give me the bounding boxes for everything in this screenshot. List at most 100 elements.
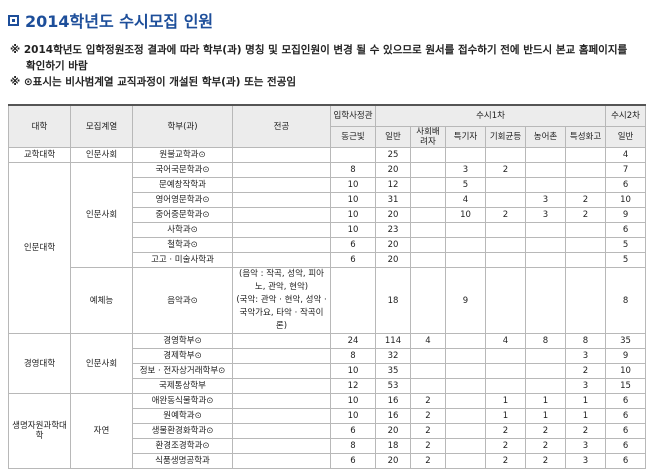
major: [232, 408, 331, 424]
quota: 2: [564, 192, 607, 208]
department: 환경조경학과⊙: [132, 438, 233, 454]
quota: 6: [605, 222, 647, 238]
department: 생물환경화학과⊙: [132, 423, 233, 439]
department: 경영학부⊙: [132, 333, 233, 349]
quota: 31: [375, 192, 411, 208]
quota: 5: [605, 237, 647, 253]
table-row: 문예창작학과 10 12 5 6: [9, 177, 647, 193]
quota: 20: [375, 252, 411, 268]
major: [232, 393, 331, 409]
quota: 2: [410, 438, 446, 454]
department: 철학과⊙: [132, 237, 233, 253]
quota: [445, 408, 486, 424]
quota: [445, 363, 486, 379]
column-header: 입학사정관: [330, 104, 376, 127]
quota: 1: [564, 408, 607, 424]
table-row: 경영대학 인문사회 경영학부⊙ 24 114 4 4 8 8 35: [8, 333, 647, 394]
quota: 3: [564, 438, 607, 454]
quota: 18: [375, 438, 411, 454]
quota: [445, 378, 486, 394]
quota: 8: [525, 333, 566, 349]
college: 교학대학: [8, 147, 71, 163]
quota: 8: [564, 333, 607, 349]
quota: [410, 267, 446, 334]
quota: 10: [605, 192, 647, 208]
table-row: 영어영문학과⊙ 10 31 4 3 2 10: [9, 192, 647, 208]
quota: 3: [525, 207, 566, 223]
quota: 9: [445, 267, 486, 334]
table-row: 생물환경화학과⊙ 6 20 2 2 2 2 6: [9, 423, 647, 439]
quota: [410, 192, 446, 208]
quota: 2: [525, 453, 566, 469]
quota: [525, 237, 566, 253]
table-row: 정보 · 전자상거래학부⊙ 10 35 2 10: [9, 363, 647, 379]
major: [232, 453, 331, 469]
department: 국제통상학부: [132, 378, 233, 394]
quota: [564, 222, 607, 238]
department: 경제학부⊙: [132, 348, 233, 364]
quota: [445, 453, 486, 469]
quota: [564, 162, 607, 178]
quota: 2: [485, 162, 526, 178]
quota: 10: [330, 192, 376, 208]
quota: [445, 348, 486, 364]
quota: [485, 348, 526, 364]
major: [232, 378, 331, 394]
quota: [410, 378, 446, 394]
quota: [410, 348, 446, 364]
track: 인문사회: [70, 147, 133, 163]
column-subheader: 사회배려자: [410, 126, 446, 148]
table-row: 환경조경학과⊙ 8 18 2 2 2 3 6: [9, 438, 647, 454]
quota: 3: [445, 162, 486, 178]
quota: 10: [330, 207, 376, 223]
college: 인문대학: [8, 162, 71, 334]
quota: [525, 177, 566, 193]
quota: [485, 267, 526, 334]
quota: [410, 237, 446, 253]
quota: 6: [330, 453, 376, 469]
quota: 2: [410, 393, 446, 409]
quota: 20: [375, 423, 411, 439]
table-row: 국제통상학부 12 53 3 15: [9, 378, 647, 394]
quota: 5: [445, 177, 486, 193]
major: (음악 : 작곡, 성악, 피아노, 관악, 현악) (국악: 관악 · 현악,…: [232, 267, 331, 334]
quota: 6: [605, 453, 647, 469]
quota: [525, 222, 566, 238]
notes: ※ 2014학년도 입학정원조정 결과에 따라 학부(과) 명칭 및 모집인원이…: [10, 42, 640, 90]
quota: 25: [375, 147, 411, 163]
quota: 7: [605, 162, 647, 178]
quota: 15: [605, 378, 647, 394]
column-header: 대학: [8, 104, 71, 148]
college: 생명자원과학대학: [8, 393, 71, 469]
quota: 12: [330, 378, 376, 394]
quota: 3: [564, 453, 607, 469]
quota: [525, 363, 566, 379]
department: 정보 · 전자상거래학부⊙: [132, 363, 233, 379]
quota: [485, 147, 526, 163]
quota: 2: [485, 438, 526, 454]
quota: 35: [605, 333, 647, 349]
quota: [410, 252, 446, 268]
track: 자연: [70, 393, 133, 469]
quota: [410, 162, 446, 178]
quota: [525, 162, 566, 178]
department: 문예창작학과: [132, 177, 233, 193]
quota: [525, 252, 566, 268]
quota: 8: [330, 162, 376, 178]
quota: [564, 252, 607, 268]
track: 인문사회: [70, 333, 133, 394]
table-body: 교학대학 인문사회 원불교학과⊙ 25 4 인문대학 인문사회 국어국문학과⊙ 8 20 3 2 7 문예…: [8, 147, 647, 469]
department: 원불교학과⊙: [132, 147, 233, 163]
table-row: 중어중문학과⊙ 10 20 10 2 3 2 9: [9, 207, 647, 223]
table-row: 인문대학 인문사회 국어국문학과⊙ 8 20 3 2 7: [8, 162, 647, 334]
department: 국어국문학과⊙: [132, 162, 233, 178]
quota: [445, 237, 486, 253]
quota: 8: [605, 267, 647, 334]
quota: 2: [525, 423, 566, 439]
major: [232, 177, 331, 193]
table-row: 교학대학 인문사회 원불교학과⊙ 25 4: [8, 147, 647, 163]
quota: 114: [375, 333, 411, 349]
quota: 10: [330, 393, 376, 409]
quota: 9: [605, 207, 647, 223]
quota: 5: [605, 252, 647, 268]
